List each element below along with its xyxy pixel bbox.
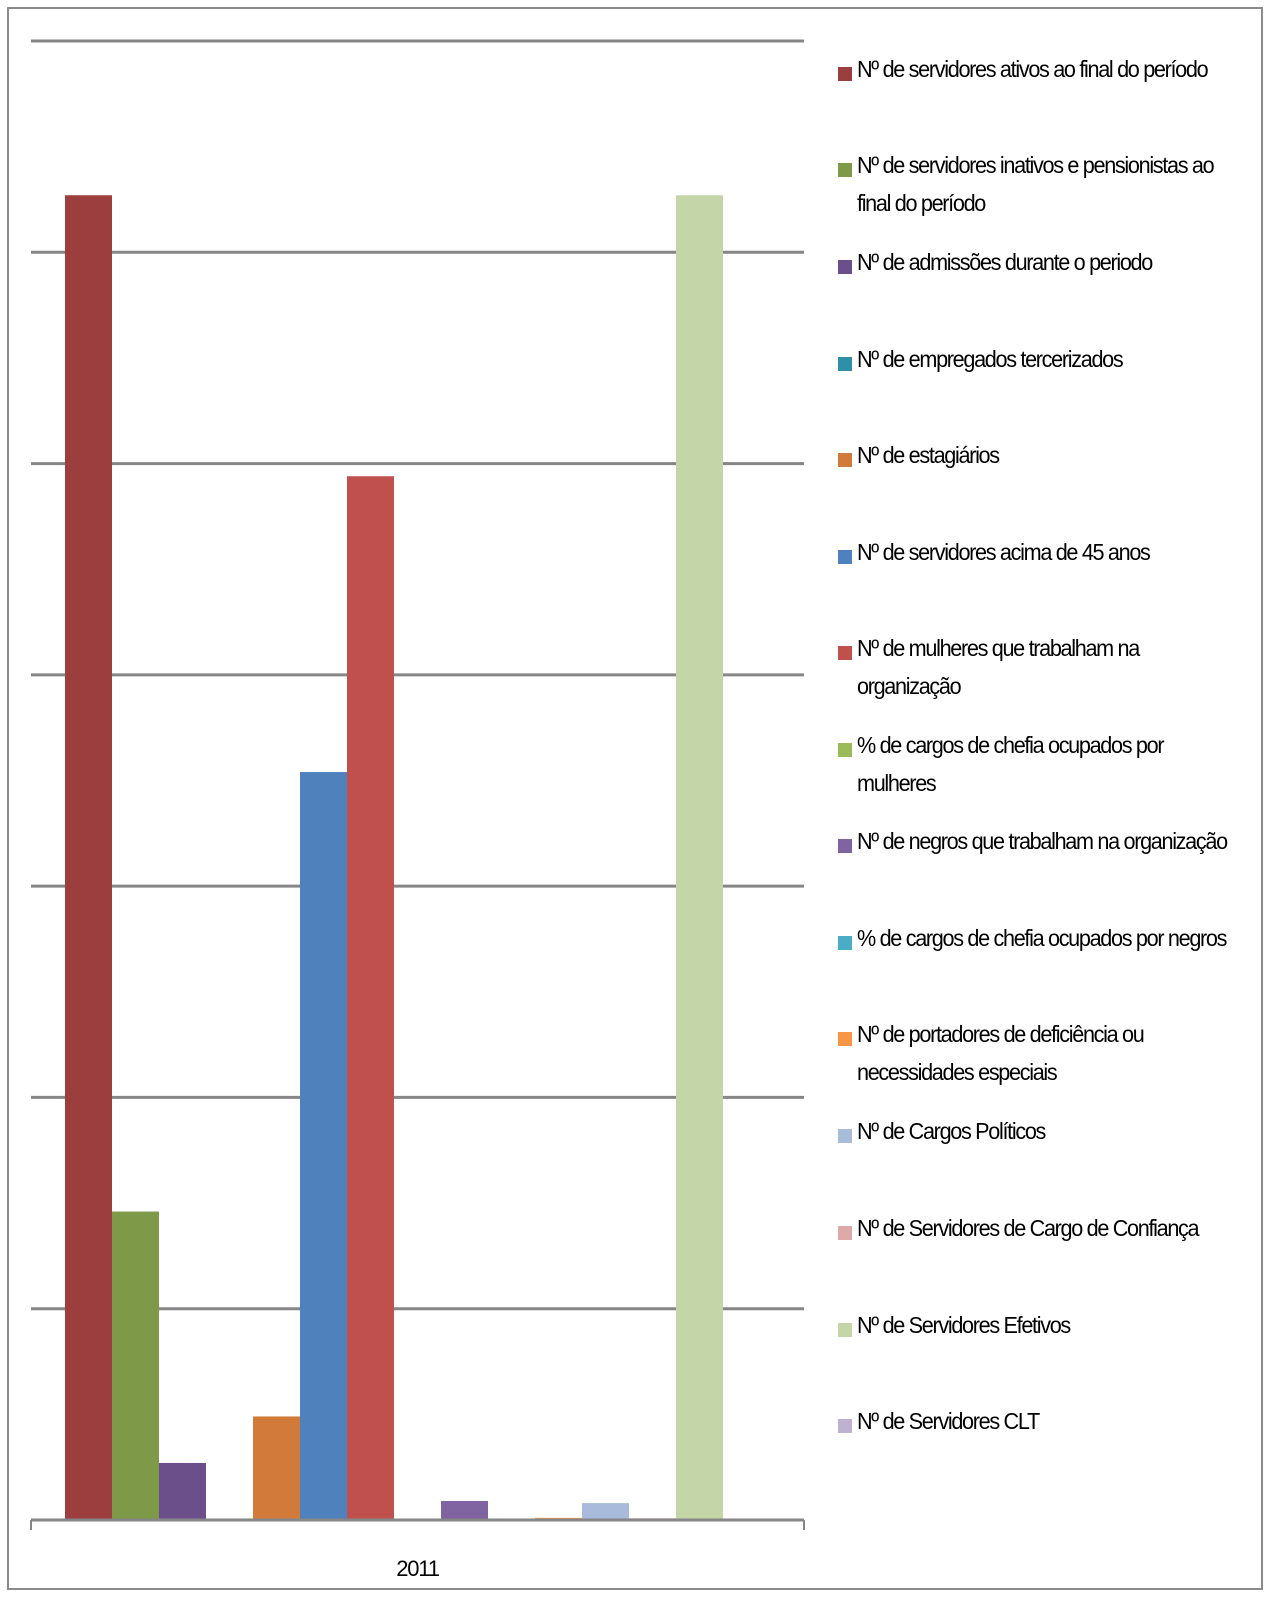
bar — [441, 1500, 488, 1520]
legend-label: Nº de servidores acima de 45 anos — [857, 539, 1151, 565]
legend-swatch — [838, 1419, 852, 1433]
legend-label: Nº de portadores de deficiência ou neces… — [857, 1021, 1145, 1085]
legend-label: Nº de empregados tercerizados — [857, 346, 1124, 372]
chart-frame — [7, 7, 1263, 1590]
legend-label: Nº de servidores ativos ao final do perí… — [857, 56, 1209, 82]
legend-swatch — [838, 260, 852, 274]
legend-label: Nº de Servidores de Cargo de Confiança — [857, 1215, 1200, 1241]
legend-item: Nº de negros que trabalham na organizaçã… — [838, 822, 1258, 860]
legend-item: Nº de Servidores de Cargo de Confiança — [838, 1209, 1258, 1247]
gridlines — [31, 39, 804, 1311]
bar — [582, 1503, 629, 1520]
legend-label: Nº de admissões durante o periodo — [857, 249, 1153, 275]
legend-item: % de cargos de chefia ocupados por negro… — [838, 919, 1258, 957]
legend-item: Nº de admissões durante o periodo — [838, 243, 1258, 281]
legend-swatch — [838, 1032, 852, 1046]
legend-label: Nº de Servidores Efetivos — [857, 1312, 1071, 1338]
legend-item: Nº de Servidores CLT — [838, 1402, 1258, 1440]
bar — [253, 1416, 300, 1520]
legend-item: Nº de Servidores Efetivos — [838, 1306, 1258, 1344]
legend-item: Nº de servidores acima de 45 anos — [838, 533, 1258, 571]
legend-swatch — [838, 839, 852, 853]
legend-swatch — [838, 357, 852, 371]
legend-item: Nº de servidores ativos ao final do perí… — [838, 50, 1258, 88]
legend-swatch — [838, 67, 852, 81]
legend-label: Nº de estagiários — [857, 442, 1000, 468]
legend-swatch — [838, 163, 852, 177]
bars — [65, 195, 723, 1521]
legend-item: Nº de portadores de deficiência ou neces… — [838, 1015, 1258, 1091]
legend-swatch — [838, 743, 852, 757]
legend-label: Nº de negros que trabalham na organizaçã… — [857, 828, 1228, 854]
legend-swatch — [838, 1323, 852, 1337]
legend-swatch — [838, 550, 852, 564]
bar — [676, 195, 723, 1521]
bar — [300, 772, 347, 1520]
x-tick-label: 2011 — [396, 1556, 439, 1581]
legend-label: Nº de Cargos Políticos — [857, 1118, 1046, 1144]
legend-swatch — [838, 453, 852, 467]
legend-item: Nº de Cargos Políticos — [838, 1112, 1258, 1150]
legend-swatch — [838, 936, 852, 950]
legend-label: Nº de mulheres que trabalham na organiza… — [857, 635, 1140, 699]
legend-item: Nº de estagiários — [838, 436, 1258, 474]
bar — [347, 476, 394, 1521]
legend-swatch — [838, 1226, 852, 1240]
bar — [112, 1211, 159, 1520]
legend-swatch — [838, 1129, 852, 1143]
legend-item: % de cargos de chefia ocupados por mulhe… — [838, 726, 1258, 802]
legend-item: Nº de empregados tercerizados — [838, 340, 1258, 378]
legend-label: Nº de Servidores CLT — [857, 1408, 1040, 1434]
legend-label: Nº de servidores inativos e pensionistas… — [857, 152, 1215, 216]
legend-item: Nº de mulheres que trabalham na organiza… — [838, 629, 1258, 705]
bar — [65, 195, 112, 1521]
legend-item: Nº de servidores inativos e pensionistas… — [838, 146, 1258, 222]
x-axis: 2011 — [30, 1518, 805, 1581]
legend-swatch — [838, 646, 852, 660]
bar — [159, 1462, 206, 1520]
legend-label: % de cargos de chefia ocupados por mulhe… — [857, 732, 1165, 796]
legend-label: % de cargos de chefia ocupados por negro… — [857, 925, 1227, 951]
